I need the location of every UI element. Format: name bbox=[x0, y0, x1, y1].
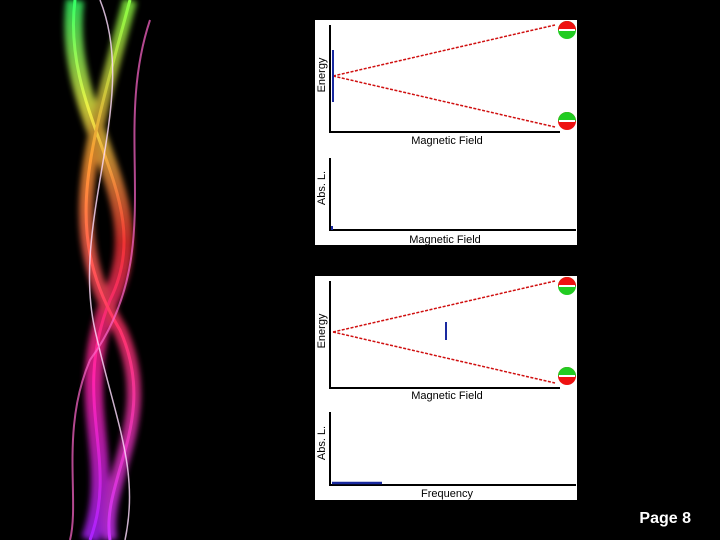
decorative-swirl bbox=[64, 0, 151, 540]
x-axis-label: Magnetic Field bbox=[411, 390, 483, 402]
spin-state bbox=[558, 277, 576, 295]
y-axis-label: Energy bbox=[316, 57, 328, 92]
y-axis-label: Energy bbox=[316, 313, 328, 348]
y-axis-label: Abs. L. bbox=[316, 426, 328, 460]
x-axis-label: Frequency bbox=[421, 488, 473, 500]
spin-state bbox=[558, 21, 576, 39]
spin-state bbox=[558, 112, 576, 130]
x-axis-label: Magnetic Field bbox=[409, 234, 481, 246]
energy-level bbox=[332, 280, 556, 333]
y-axis-label: Abs. L. bbox=[316, 171, 328, 205]
page-number: Page 8 bbox=[639, 510, 691, 527]
energy-level bbox=[332, 24, 556, 77]
spin-state bbox=[558, 367, 576, 385]
x-axis-label: Magnetic Field bbox=[411, 135, 483, 147]
energy-level bbox=[332, 331, 556, 384]
panel: Energy Magnetic Field Abs. L. Frequency bbox=[315, 276, 577, 500]
energy-level bbox=[332, 75, 556, 128]
panel: Energy Magnetic Field Abs. L. Magnetic F… bbox=[315, 20, 577, 246]
